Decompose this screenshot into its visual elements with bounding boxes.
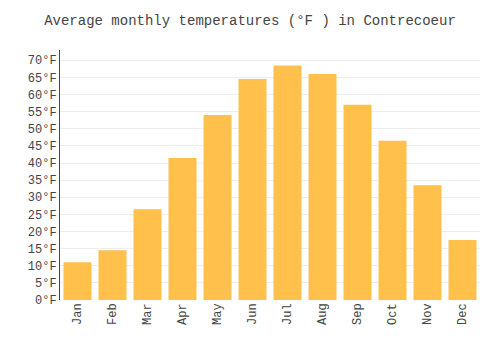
svg-text:Dec: Dec <box>456 303 470 325</box>
svg-text:Jul: Jul <box>281 303 295 325</box>
svg-text:65°F: 65°F <box>28 72 57 86</box>
svg-text:0°F: 0°F <box>35 294 57 308</box>
svg-text:Apr: Apr <box>176 303 190 325</box>
svg-text:Sep: Sep <box>351 303 365 325</box>
svg-text:Mar: Mar <box>141 303 155 325</box>
svg-text:50°F: 50°F <box>28 123 57 137</box>
svg-text:15°F: 15°F <box>28 243 57 257</box>
svg-text:5°F: 5°F <box>35 277 57 291</box>
svg-text:70°F: 70°F <box>28 54 57 68</box>
svg-text:45°F: 45°F <box>28 140 57 154</box>
svg-text:Oct: Oct <box>386 303 400 325</box>
svg-text:25°F: 25°F <box>28 209 57 223</box>
svg-text:Average monthly temperatures (: Average monthly temperatures (°F ) in Co… <box>44 13 456 29</box>
svg-text:Feb: Feb <box>106 303 120 325</box>
svg-text:55°F: 55°F <box>28 106 57 120</box>
svg-text:35°F: 35°F <box>28 174 57 188</box>
svg-text:10°F: 10°F <box>28 260 57 274</box>
svg-text:Jan: Jan <box>71 303 85 325</box>
svg-text:Nov: Nov <box>421 303 435 325</box>
svg-text:30°F: 30°F <box>28 191 57 205</box>
svg-text:20°F: 20°F <box>28 226 57 240</box>
svg-text:Jun: Jun <box>246 303 260 325</box>
svg-text:Aug: Aug <box>316 303 330 325</box>
svg-text:May: May <box>211 303 225 325</box>
svg-text:60°F: 60°F <box>28 89 57 103</box>
svg-text:40°F: 40°F <box>28 157 57 171</box>
